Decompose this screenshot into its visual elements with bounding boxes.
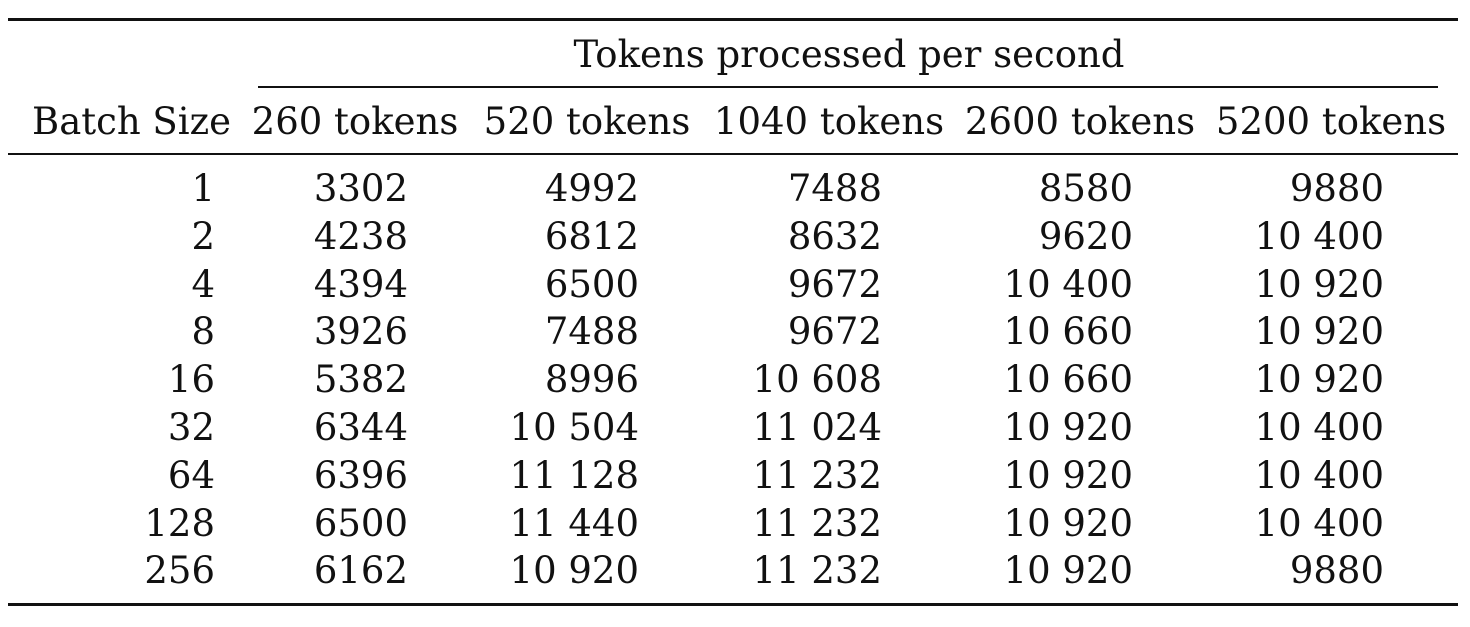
column-header: 520 tokens [483,100,691,143]
batch-size-cell: 1 [191,167,215,210]
value-cell: 10 920 [1003,501,1133,545]
value-cell: 4992 [544,167,639,210]
value-cell: 8996 [544,358,639,402]
value-cell: 10 400 [1254,453,1384,497]
value-cell: 10 608 [752,358,882,402]
value-cell: 8632 [787,214,882,258]
value-cell: 9880 [1289,167,1384,210]
group-header: Tokens processed per second [573,33,1125,76]
value-cell: 9672 [787,262,882,306]
value-cell: 4238 [313,214,408,258]
value-cell: 10 400 [1254,406,1384,449]
header-rule [8,153,1458,155]
value-cell: 11 232 [752,453,882,497]
value-cell: 10 920 [1254,358,1384,402]
value-cell: 3302 [313,167,408,210]
value-cell: 6162 [313,549,408,593]
value-cell: 10 660 [1003,310,1133,354]
value-cell: 6344 [313,406,408,449]
value-cell: 10 920 [1003,453,1133,497]
batch-size-cell: 2 [191,214,215,258]
batch-size-cell: 256 [144,549,215,593]
value-cell: 10 400 [1254,214,1384,258]
value-cell: 11 024 [752,406,882,449]
column-header: 1040 tokens [713,100,945,143]
value-cell: 10 920 [1003,406,1133,449]
batch-size-cell: 32 [167,406,215,449]
value-cell: 11 128 [509,453,639,497]
value-cell: 7488 [787,167,882,210]
column-header: 2600 tokens [964,100,1196,143]
column-header: 260 tokens [251,100,459,143]
value-cell: 9672 [787,310,882,354]
batch-size-cell: 4 [191,262,215,306]
value-cell: 7488 [544,310,639,354]
batch-size-cell: 16 [167,358,215,402]
value-cell: 6500 [544,262,639,306]
value-cell: 3926 [313,310,408,354]
value-cell: 10 660 [1003,358,1133,402]
value-cell: 11 232 [752,501,882,545]
group-header-rule [258,86,1438,88]
value-cell: 5382 [313,358,408,402]
bottom-rule [8,603,1458,606]
value-cell: 6812 [544,214,639,258]
value-cell: 10 920 [509,549,639,593]
value-cell: 4394 [313,262,408,306]
value-cell: 11 232 [752,549,882,593]
batch-size-cell: 8 [191,310,215,354]
value-cell: 10 400 [1003,262,1133,306]
top-rule [8,18,1458,21]
batch-size-cell: 128 [144,501,215,545]
value-cell: 10 920 [1254,262,1384,306]
column-header: 5200 tokens [1215,100,1447,143]
value-cell: 10 920 [1254,310,1384,354]
value-cell: 11 440 [509,501,639,545]
value-cell: 9880 [1289,549,1384,593]
value-cell: 10 504 [509,406,639,449]
value-cell: 10 920 [1003,549,1133,593]
value-cell: 6396 [313,453,408,497]
value-cell: 10 400 [1254,501,1384,545]
row-header: Batch Size [32,100,232,143]
batch-size-cell: 64 [167,453,215,497]
value-cell: 9620 [1038,214,1133,258]
value-cell: 6500 [313,501,408,545]
value-cell: 8580 [1038,167,1133,210]
